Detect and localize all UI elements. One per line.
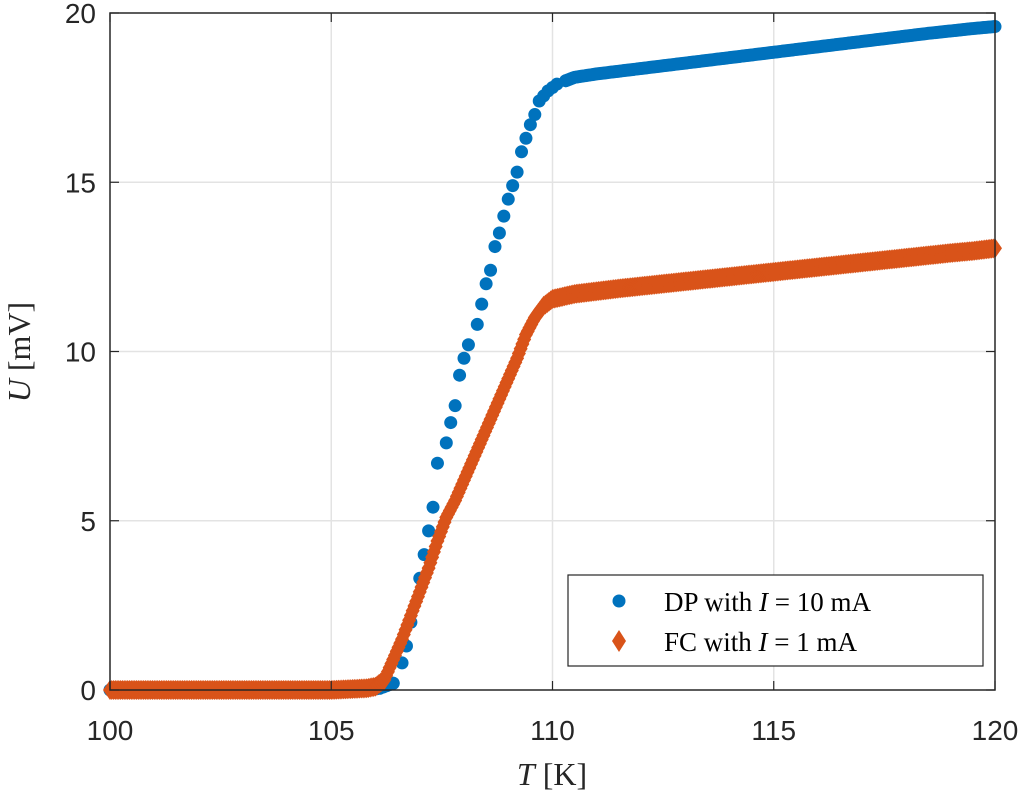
data-point — [515, 145, 529, 159]
data-point — [444, 416, 458, 430]
data-point — [461, 338, 475, 352]
x-axis-variable: T — [517, 756, 537, 792]
x-axis-unit: [K] — [543, 756, 587, 792]
y-tick-label: 20 — [65, 0, 96, 29]
y-tick-label: 10 — [65, 337, 96, 368]
x-tick-labels: 100 105 110 115 120 — [87, 715, 1019, 746]
data-point — [430, 456, 444, 470]
x-tick-label: 115 — [751, 715, 796, 746]
data-point — [422, 524, 436, 538]
legend: DP with I = 10 mA FC with I = 1 mA — [567, 574, 984, 667]
data-point — [470, 317, 484, 331]
legend-marker-diamond-icon — [612, 630, 626, 652]
y-tick-label: 0 — [80, 675, 96, 706]
grid-lines — [110, 13, 995, 690]
legend-marker-circle-icon — [612, 594, 626, 608]
data-point — [475, 297, 489, 311]
x-tick-label: 110 — [530, 715, 575, 746]
x-tick-label: 105 — [308, 715, 355, 746]
y-tick-labels: 0 5 10 15 20 — [65, 0, 96, 706]
axis-ticks — [109, 12, 996, 691]
y-tick-label: 5 — [80, 506, 96, 537]
data-point — [510, 165, 524, 179]
y-axis-variable: U — [1, 377, 37, 402]
legend-entry-fc: FC with I = 1 mA — [664, 627, 858, 657]
data-point — [439, 436, 453, 450]
data-point — [519, 131, 533, 145]
data-point — [488, 240, 502, 254]
data-series — [103, 20, 1002, 700]
data-point — [497, 209, 511, 223]
data-point — [484, 263, 498, 277]
y-axis-unit: [mV] — [1, 302, 37, 371]
y-axis-label: U [mV] — [1, 302, 37, 402]
legend-entry-dp: DP with I = 10 mA — [664, 587, 871, 617]
y-tick-label: 15 — [65, 167, 96, 198]
legend-box — [567, 574, 984, 667]
x-tick-label: 120 — [972, 715, 1019, 746]
data-point — [426, 500, 440, 514]
data-point — [506, 179, 520, 193]
data-point — [479, 277, 493, 291]
data-point — [453, 368, 467, 382]
data-point — [457, 351, 471, 365]
data-point — [448, 399, 462, 413]
x-axis-label: T [K] — [517, 756, 587, 792]
data-point — [492, 226, 506, 240]
data-point — [523, 118, 537, 132]
x-tick-label: 100 — [87, 715, 134, 746]
data-point — [501, 192, 515, 206]
data-point — [528, 108, 542, 122]
